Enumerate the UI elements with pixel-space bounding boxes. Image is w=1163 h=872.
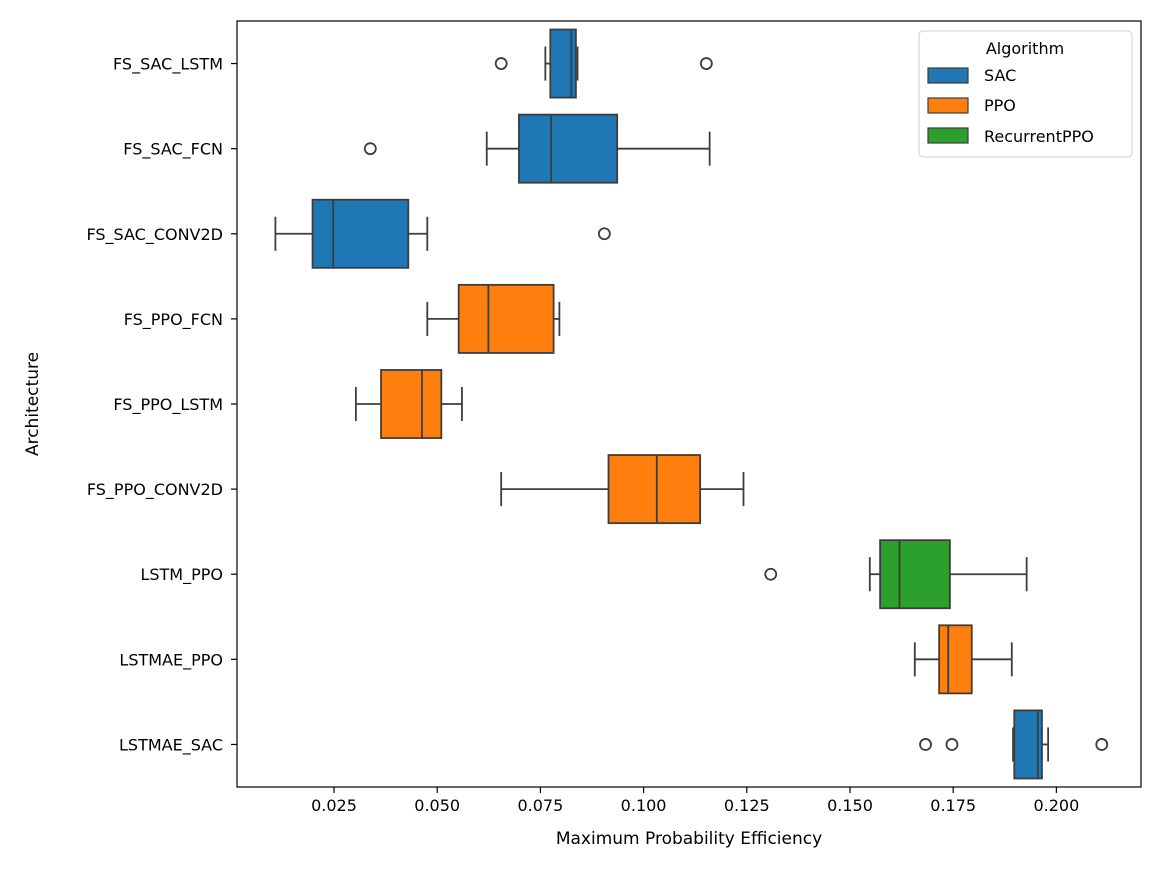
- outlier-lstmae-sac-2: [1095, 738, 1109, 751]
- legend-swatch-sac: [927, 67, 969, 84]
- box-fs-sac-fcn: [518, 113, 619, 184]
- box-group-fs-sac-conv2d: [274, 198, 611, 269]
- y-tick-label-lstmae-sac: LSTMAE_SAC: [119, 735, 223, 755]
- y-tick-label-fs-sac-conv2d: FS_SAC_CONV2D: [86, 225, 223, 245]
- y-tick-label-fs-ppo-fcn: FS_PPO_FCN: [124, 310, 223, 330]
- legend-frame: [918, 30, 1133, 158]
- box-group-lstm-ppo: [764, 539, 1028, 610]
- y-tick-label-fs-sac-fcn: FS_SAC_FCN: [123, 140, 223, 160]
- box-group-fs-ppo-conv2d: [500, 454, 745, 525]
- box-lstmae-ppo: [938, 624, 973, 695]
- outlier-fs-sac-lstm-1: [699, 57, 713, 70]
- outlier-lstmae-sac-0: [919, 738, 932, 751]
- x-tick-label: 0.100: [621, 796, 667, 815]
- x-tick-label: 0.200: [1033, 796, 1079, 815]
- box-lstm-ppo: [879, 539, 951, 610]
- y-tick-label-lstmae-ppo: LSTMAE_PPO: [119, 650, 223, 670]
- box-group-fs-sac-lstm: [494, 28, 713, 99]
- y-tick-label-fs-ppo-conv2d: FS_PPO_CONV2D: [87, 480, 223, 500]
- plot-area: [274, 28, 1109, 780]
- x-tick-label: 0.075: [517, 796, 563, 815]
- box-fs-sac-conv2d: [311, 198, 410, 269]
- box-group-fs-sac-fcn: [363, 113, 711, 184]
- outlier-lstm-ppo-0: [764, 567, 778, 581]
- box-group-lstmae-ppo: [913, 624, 1013, 695]
- legend-label-ppo: PPO: [984, 96, 1016, 115]
- legend: Algorithm SAC PPO RecurrentPPO: [918, 30, 1133, 158]
- x-tick-label: 0.050: [414, 796, 460, 815]
- legend-swatch-ppo: [927, 97, 969, 114]
- x-tick-label: 0.150: [827, 796, 873, 815]
- x-axis-label: Maximum Probability Efficiency: [556, 829, 822, 849]
- y-axis-label: Architecture: [23, 352, 43, 456]
- legend-title: Algorithm: [986, 39, 1064, 58]
- box-fs-ppo-lstm: [380, 369, 443, 439]
- legend-label-sac: SAC: [984, 66, 1016, 85]
- x-tick-label: 0.175: [930, 796, 976, 815]
- box-group-lstmae-sac: [919, 709, 1109, 780]
- box-fs-ppo-conv2d: [607, 454, 702, 525]
- y-tick-label-fs-sac-lstm: FS_SAC_LSTM: [113, 55, 223, 75]
- box-fs-ppo-fcn: [457, 283, 555, 354]
- x-tick-label: 0.025: [311, 796, 357, 815]
- legend-label-recurrentppo: RecurrentPPO: [984, 127, 1094, 146]
- x-tick-label: 0.125: [724, 796, 770, 815]
- y-tick-label-lstm-ppo: LSTM_PPO: [140, 565, 223, 585]
- x-axis-ticks: 0.025 0.050 0.075 0.100 0.125 0.150 0.175 0.200: [311, 787, 1079, 815]
- y-tick-label-fs-ppo-lstm: FS_PPO_LSTM: [113, 395, 223, 415]
- outlier-fs-sac-fcn-0: [363, 142, 377, 156]
- box-group-fs-ppo-fcn: [426, 283, 561, 354]
- outlier-fs-sac-conv2d-0: [597, 227, 611, 241]
- legend-swatch-recurrentppo: [927, 127, 969, 144]
- y-axis-ticks: FS_SAC_LSTM FS_SAC_FCN FS_SAC_CONV2D FS_PPO…: [86, 55, 237, 755]
- outlier-fs-sac-lstm-0: [494, 57, 508, 70]
- outlier-lstmae-sac-1: [945, 738, 959, 751]
- box-group-fs-ppo-lstm: [354, 369, 463, 439]
